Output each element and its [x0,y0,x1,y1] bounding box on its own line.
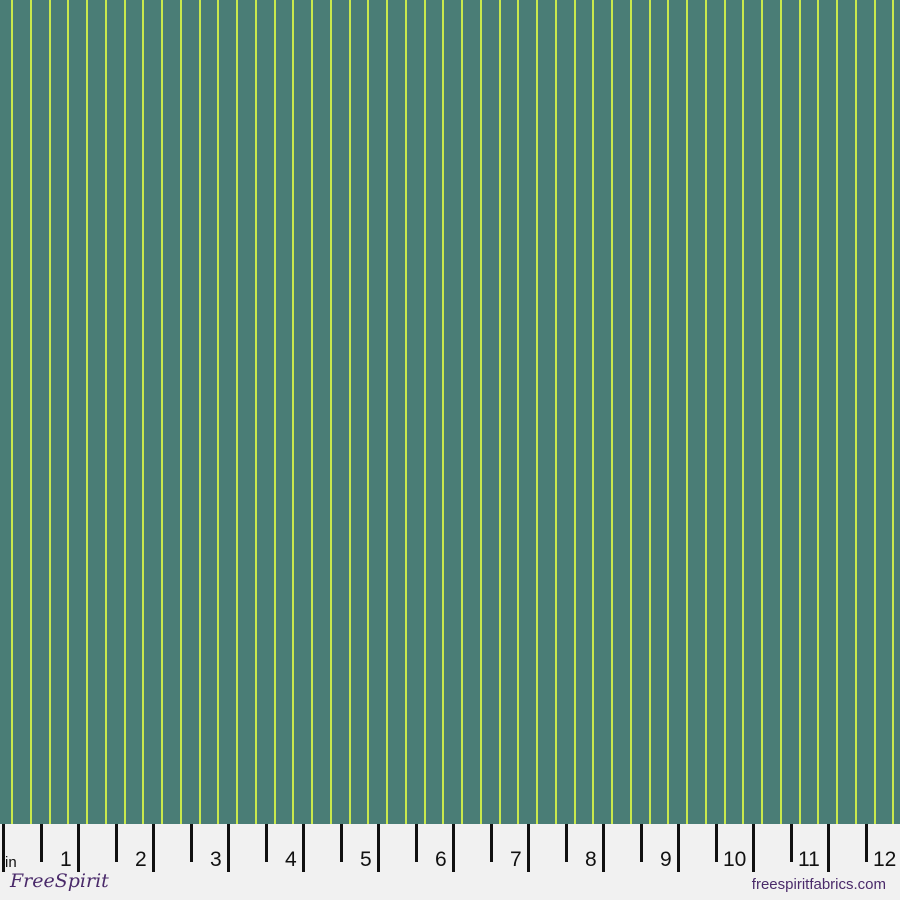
stripe [555,0,557,824]
half-inch-tick [40,824,43,862]
stripe [705,0,707,824]
stripe [367,0,369,824]
inch-tick [677,824,680,872]
ruler-label: 11 [798,848,820,871]
stripe [836,0,838,824]
half-inch-tick [865,824,868,862]
stripe [442,0,444,824]
stripe [349,0,351,824]
ruler-label: 6 [435,848,447,871]
inch-tick [302,824,305,872]
stripe [630,0,632,824]
stripe [742,0,744,824]
half-inch-tick [265,824,268,862]
stripe [724,0,726,824]
fabric-swatch [0,0,900,824]
half-inch-tick [565,824,568,862]
stripe [817,0,819,824]
stripe [311,0,313,824]
ruler-label: 2 [135,848,147,871]
half-inch-tick [115,824,118,862]
inch-tick [602,824,605,872]
stripe [199,0,201,824]
stripe [761,0,763,824]
stripe [667,0,669,824]
stripe [49,0,51,824]
ruler-label: 5 [360,848,372,871]
stripe [11,0,13,824]
inch-tick [2,824,5,872]
half-inch-tick [715,824,718,862]
inch-tick [227,824,230,872]
ruler-label: 1 [60,848,72,871]
stripe [686,0,688,824]
stripe [480,0,482,824]
inch-tick [827,824,830,872]
stripe [874,0,876,824]
ruler-label: 10 [723,848,747,871]
stripe [892,0,894,824]
inch-tick [527,824,530,872]
stripe [274,0,276,824]
stripe [30,0,32,824]
stripe [292,0,294,824]
half-inch-tick [790,824,793,862]
half-inch-tick [340,824,343,862]
stripe [217,0,219,824]
stripe [105,0,107,824]
stripe [180,0,182,824]
ruler-label: 8 [585,848,597,871]
inch-tick [377,824,380,872]
stripe [386,0,388,824]
stripe [855,0,857,824]
stripe [780,0,782,824]
half-inch-tick [415,824,418,862]
ruler-label: 7 [510,848,522,871]
inch-tick [152,824,155,872]
half-inch-tick [640,824,643,862]
half-inch-tick [490,824,493,862]
stripe [124,0,126,824]
ruler-label: 4 [285,848,297,871]
inch-tick [752,824,755,872]
stripe [424,0,426,824]
half-inch-tick [190,824,193,862]
stripe [799,0,801,824]
stripe [517,0,519,824]
stripe [649,0,651,824]
stripe [142,0,144,824]
ruler-label: 9 [660,848,672,871]
ruler-unit: in [5,854,17,871]
ruler-label: 12 [873,848,897,871]
stripe [161,0,163,824]
stripe [86,0,88,824]
stripe [330,0,332,824]
stripe [592,0,594,824]
stripe [536,0,538,824]
stripe [255,0,257,824]
stripe [67,0,69,824]
stripe [236,0,238,824]
ruler-label: 3 [210,848,222,871]
stripe [611,0,613,824]
stripe [405,0,407,824]
website-link: freespiritfabrics.com [751,876,886,893]
stripe [499,0,501,824]
freespirit-logo: FreeSpirit [10,870,109,892]
inch-tick [452,824,455,872]
stripe [574,0,576,824]
inch-tick [77,824,80,872]
stripe [461,0,463,824]
